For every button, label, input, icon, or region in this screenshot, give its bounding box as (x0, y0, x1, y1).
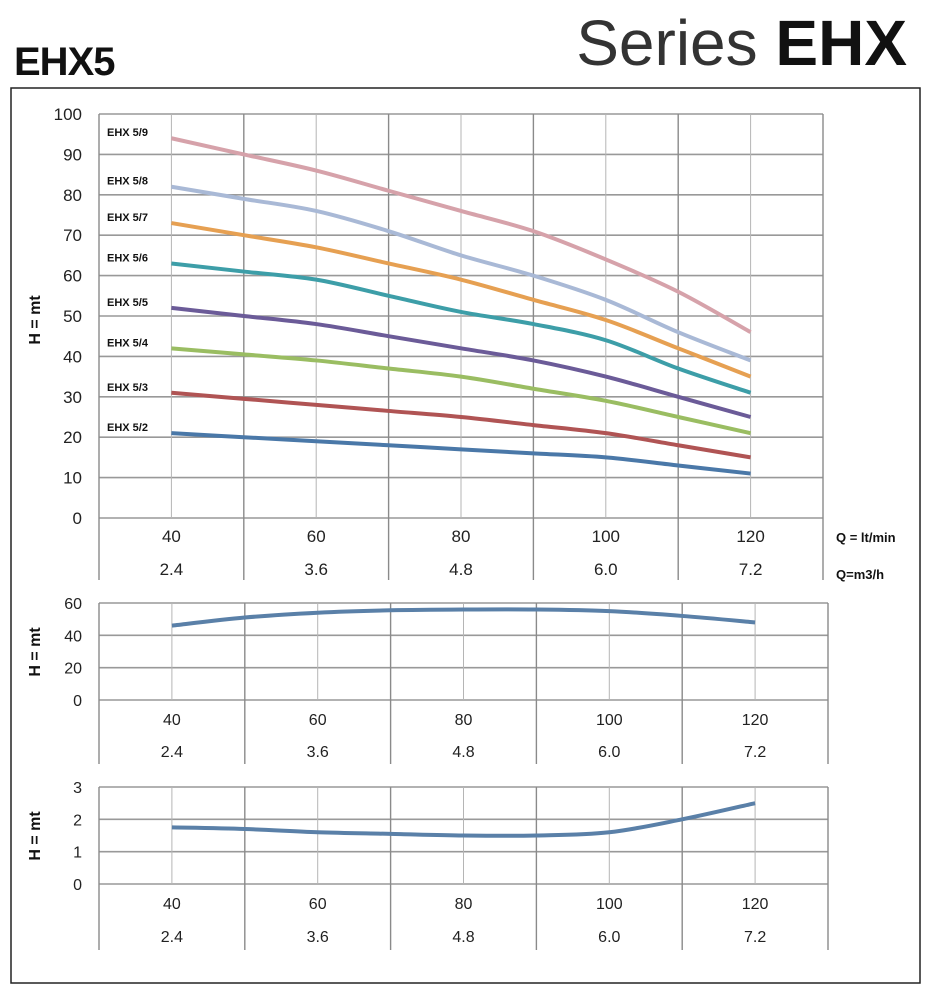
x-tick-label-m3h: 3.6 (307, 929, 329, 946)
x-tick-label-lpm: 100 (592, 527, 620, 546)
x-tick-label-lpm: 60 (307, 527, 326, 546)
x-tick-label-lpm: 120 (742, 712, 769, 729)
y-tick-label: 20 (64, 661, 82, 678)
y-tick-label: 2 (73, 812, 82, 829)
x-tick-label-m3h: 6.0 (598, 929, 620, 946)
y-tick-label: 40 (63, 347, 82, 366)
series-label: EHX 5/5 (107, 297, 148, 309)
series-title: Series EHX (576, 6, 907, 80)
y-tick-label: 90 (63, 145, 82, 164)
series-prefix: Series (576, 7, 758, 79)
x-tick-label-m3h: 6.0 (594, 560, 618, 579)
x-axis-label-m3h: Q=m3/h (836, 567, 884, 582)
chart-2: 0 20 40 60 40 2.4 60 3.6 80 4.8 100 6.0 120 7.2 H = mt (27, 596, 829, 764)
y-tick-label: 80 (63, 186, 82, 205)
series-label: EHX 5/6 (107, 252, 148, 264)
model-title: EHX5 (14, 40, 115, 84)
y-tick-label: 40 (64, 628, 82, 645)
y-tick-label: 1 (73, 845, 82, 862)
series-label: EHX 5/3 (107, 382, 148, 394)
y-tick-label: 0 (73, 509, 82, 528)
x-tick-label-lpm: 40 (163, 896, 181, 913)
series-line-ehx-5-7 (171, 221, 752, 379)
y-tick-label: 0 (73, 877, 82, 894)
series-line-ehx-5-9 (170, 136, 752, 334)
y-tick-label: 0 (73, 693, 82, 710)
x-tick-label-m3h: 4.8 (452, 744, 474, 761)
chart-1: 0 10 20 30 40 50 60 70 80 90 100 40 2.4 60 3.6 80 4.8 100… (27, 105, 896, 582)
x-tick-label-lpm: 60 (309, 712, 327, 729)
y-tick-label: 3 (73, 780, 82, 797)
x-tick-label-lpm: 40 (162, 527, 181, 546)
x-tick-label-m3h: 2.4 (161, 929, 183, 946)
y-tick-label: 100 (54, 105, 82, 124)
y-tick-label: 70 (63, 226, 82, 245)
series-line-ehx-5-3 (171, 390, 751, 460)
x-tick-label-m3h: 6.0 (598, 744, 620, 761)
x-tick-label-m3h: 4.8 (452, 929, 474, 946)
chart-3: 0 1 2 3 40 2.4 60 3.6 80 4.8 100 6.0 120 7.2 H = mt (27, 780, 829, 950)
series-line-ehx-5-5 (171, 305, 752, 419)
series-line-ehx-5-4 (171, 346, 752, 436)
x-tick-label-m3h: 7.2 (739, 560, 763, 579)
y-tick-label: 20 (63, 428, 82, 447)
series-label: EHX 5/4 (107, 337, 149, 349)
x-tick-label-lpm: 120 (742, 896, 769, 913)
series-label: EHX 5/9 (107, 127, 148, 139)
x-tick-label-m3h: 4.8 (449, 560, 473, 579)
x-tick-label-lpm: 60 (309, 896, 327, 913)
x-tick-label-m3h: 3.6 (304, 560, 328, 579)
x-axis-label-lpm: Q = lt/min (836, 530, 896, 545)
y-tick-label: 50 (63, 307, 82, 326)
series-label: EHX 5/8 (107, 176, 148, 188)
y-tick-label: 60 (64, 596, 82, 613)
series-line (171, 607, 756, 628)
series-label: EHX 5/7 (107, 212, 148, 224)
series-label: EHX 5/2 (107, 422, 148, 434)
y-axis-label: H = mt (27, 295, 44, 345)
series-name: EHX (775, 7, 907, 79)
series-line-ehx-5-6 (171, 261, 752, 395)
x-tick-label-m3h: 2.4 (160, 560, 184, 579)
series-line-ehx-5-2 (171, 431, 751, 476)
y-tick-label: 30 (63, 388, 82, 407)
x-tick-label-lpm: 80 (455, 712, 473, 729)
y-tick-label: 60 (63, 267, 82, 286)
series-line-ehx-5-8 (171, 184, 752, 363)
x-tick-label-m3h: 7.2 (744, 744, 766, 761)
y-axis-label: H = mt (27, 627, 44, 677)
x-tick-label-m3h: 2.4 (161, 744, 183, 761)
x-tick-label-lpm: 100 (596, 896, 623, 913)
x-tick-label-lpm: 100 (596, 712, 623, 729)
x-tick-label-m3h: 7.2 (744, 929, 766, 946)
x-tick-label-m3h: 3.6 (307, 744, 329, 761)
x-tick-label-lpm: 80 (455, 896, 473, 913)
y-axis-label: H = mt (27, 811, 44, 861)
x-tick-label-lpm: 40 (163, 712, 181, 729)
series-line (171, 801, 756, 838)
x-tick-label-lpm: 80 (452, 527, 471, 546)
y-tick-label: 10 (63, 469, 82, 488)
x-tick-label-lpm: 120 (736, 527, 764, 546)
outer-frame (10, 87, 921, 984)
